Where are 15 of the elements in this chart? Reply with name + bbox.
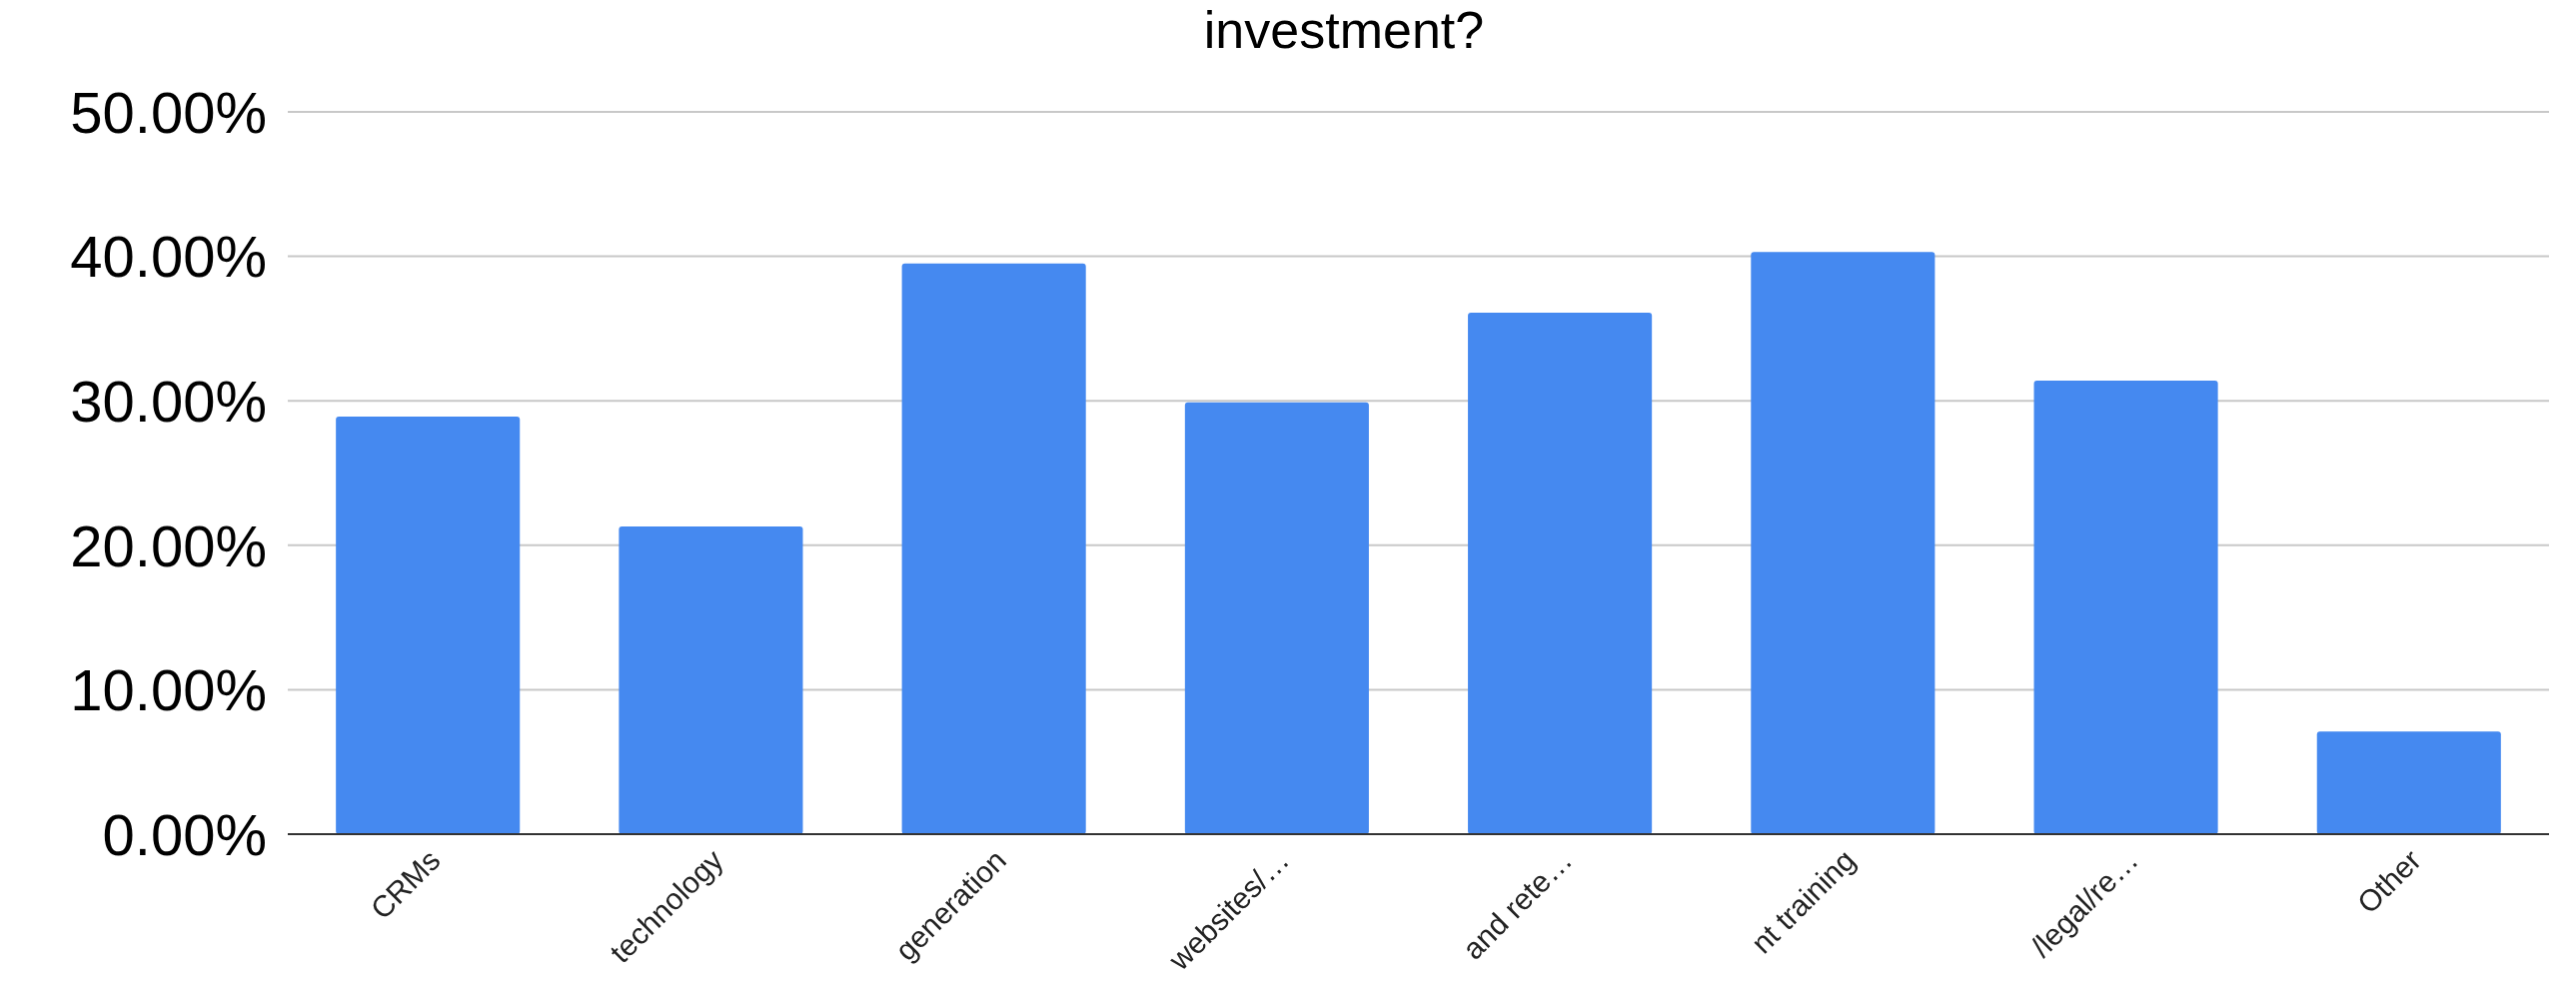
y-tick-label: 0.00% (102, 801, 267, 867)
bar (1751, 252, 1935, 834)
bar (2316, 731, 2501, 834)
y-tick-label: 10.00% (70, 657, 267, 723)
bar (336, 417, 521, 834)
chart-title: investment? (1203, 1, 1485, 59)
y-tick-label: 40.00% (70, 224, 267, 290)
bar (1468, 312, 1653, 834)
y-tick-label: 30.00% (70, 369, 267, 434)
bar (2033, 380, 2218, 834)
y-tick-label: 50.00% (70, 79, 267, 145)
bar (1184, 402, 1369, 834)
bar (901, 263, 1086, 834)
bar (619, 526, 803, 834)
y-tick-label: 20.00% (70, 512, 267, 578)
